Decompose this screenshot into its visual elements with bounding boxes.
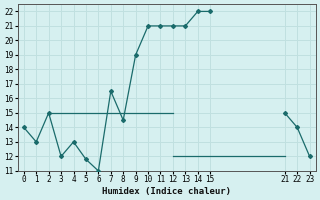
X-axis label: Humidex (Indice chaleur): Humidex (Indice chaleur) bbox=[102, 187, 231, 196]
